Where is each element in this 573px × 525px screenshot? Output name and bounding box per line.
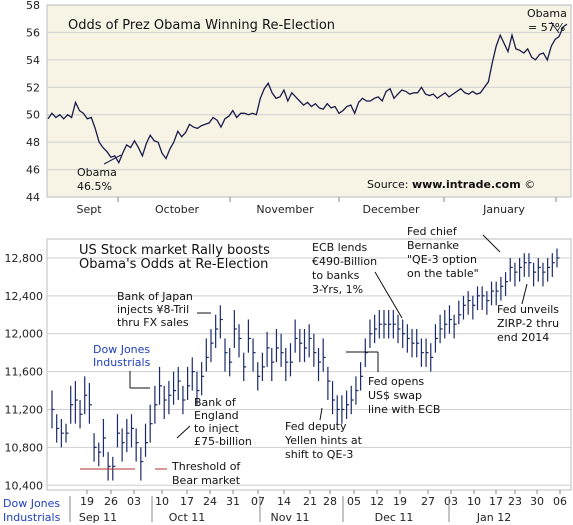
yellen-annotation: Fed deputy Yellen hints at shift to QE-3 [284, 420, 365, 461]
top-y-tick-label: 56 [26, 26, 40, 39]
bottom-x-tick-label: 27 [421, 495, 435, 508]
top-x-tick-label: October [155, 203, 199, 216]
top-x-tick-label: Sept [76, 203, 102, 216]
top-series-line [47, 23, 568, 165]
bottom-y-tick-label: 11,200 [5, 403, 44, 416]
top-y-axis: 44 46 48 50 52 54 56 58 [26, 0, 40, 204]
bottom-y-tick-label: 12,000 [5, 328, 44, 341]
bottom-x-tick-label: 10 [467, 495, 481, 508]
top-y-tick-label: 50 [26, 109, 40, 122]
bottom-month-label: Oct 11 [169, 511, 206, 524]
top-x-axis: Sept October November December January [76, 197, 557, 216]
bottom-x-tick-label: 28 [323, 495, 337, 508]
yellen-pointer [319, 407, 323, 421]
bottom-x-tick-label: 06 [553, 495, 567, 508]
ecb-pointer [374, 271, 403, 319]
bottom-x-tick-label: 10 [155, 495, 169, 508]
bottom-y-tick-label: 10,400 [5, 479, 44, 492]
bottom-month-label: Dec 11 [375, 511, 414, 524]
bottom-month-axis: Sep 11 Oct 11 Nov 11 Dec 11 Jan 12 [69, 496, 511, 524]
bottom-x-tick-label: 21 [303, 495, 317, 508]
bottom-x-tick-label: 23 [508, 495, 522, 508]
top-y-tick-label: 48 [26, 136, 40, 149]
bottom-x-tick-label: 05 [347, 495, 361, 508]
bottom-x-tick-label: 03 [444, 495, 458, 508]
top-y-tick-label: 44 [26, 191, 40, 204]
bernanke-pointer [482, 234, 501, 253]
bottom-x-tick-label: 03 [127, 495, 141, 508]
source-text: Source: www.intrade.com © [367, 178, 535, 191]
bottom-y-tick-label: 12,400 [5, 290, 44, 303]
bottom-x-tick-label: 24 [203, 495, 217, 508]
bottom-plot-area [46, 238, 572, 491]
top-x-tick-label: January [482, 203, 525, 216]
bottom-chart-title: US Stock market Rally boosts Obama's Odd… [79, 243, 274, 272]
bottom-x-tick-label: 31 [226, 495, 240, 508]
boe-pointer [176, 425, 191, 439]
bernanke-annotation: Fed chief Bernanke "QE-3 option on the t… [407, 225, 480, 280]
bottom-x-tick-label: 17 [489, 495, 503, 508]
boe-annotation: Bank of England to inject £75-billion [194, 396, 252, 448]
bottom-x-tick-label: 26 [104, 495, 118, 508]
top-x-tick-label: November [256, 203, 314, 216]
ecb-annotation: ECB lends €490-Billion to banks 3-Yrs, 1… [312, 241, 381, 296]
top-x-tick-label: December [362, 203, 420, 216]
index-label: Dow Jones Industrials [93, 343, 154, 369]
bottom-x-tick-label: 30 [530, 495, 544, 508]
boj-annotation: Bank of Japan injects ¥8-Tril thru FX sa… [117, 290, 196, 329]
bottom-x-tick-label: 19 [393, 495, 407, 508]
bottom-month-label: Jan 12 [476, 511, 511, 524]
bottom-y-axis: 10,400 10,800 11,200 11,600 12,000 12,400 12,8… [5, 252, 44, 492]
bottom-x-tick-label: 12 [370, 495, 384, 508]
top-y-tick-label: 46 [26, 164, 40, 177]
bottom-chart: 10,400 10,800 11,200 11,600 12,000 12,400 12,8… [3, 225, 572, 524]
bottom-y-tick-label: 11,600 [5, 366, 44, 379]
corner-label: Dow Jones Industrials [3, 497, 64, 524]
top-plot-area [46, 4, 572, 198]
bottom-price-bars [51, 248, 560, 481]
top-chart: 44 46 48 50 52 54 56 58 Sept October November Dece… [26, 0, 572, 216]
top-y-tick-label: 52 [26, 81, 40, 94]
bottom-y-tick-label: 10,800 [5, 441, 44, 454]
swap-annotation: Fed opens US$ swap line with ECB [368, 375, 440, 416]
zirp-annotation: Fed unveils ZIRP-2 thru end 2014 [497, 303, 563, 344]
top-low-annotation: Obama 46.5% [77, 166, 120, 193]
bottom-x-tick-label: 14 [277, 495, 291, 508]
top-y-tick-label: 54 [26, 54, 40, 67]
top-y-tick-label: 58 [26, 0, 40, 12]
top-high-pointer [550, 21, 560, 34]
bear-threshold-label: Threshold of Bear market [171, 460, 244, 487]
zirp-pointer [521, 283, 528, 305]
bottom-y-tick-label: 12,800 [5, 252, 44, 265]
bottom-x-tick-label: 17 [180, 495, 194, 508]
bottom-month-label: Sep 11 [79, 511, 117, 524]
top-low-pointer [103, 154, 122, 165]
top-high-annotation: Obama = 57% [527, 7, 570, 34]
bottom-x-axis: 19 26 03 10 17 24 31 07 14 21 28 05 12 19 27 03 10 17 23 30… [80, 490, 567, 508]
bottom-month-label: Nov 11 [271, 511, 310, 524]
top-chart-title: Odds of Prez Obama Winning Re-Election [68, 18, 335, 33]
bottom-x-tick-label: 07 [251, 495, 265, 508]
bottom-x-tick-label: 19 [80, 495, 94, 508]
